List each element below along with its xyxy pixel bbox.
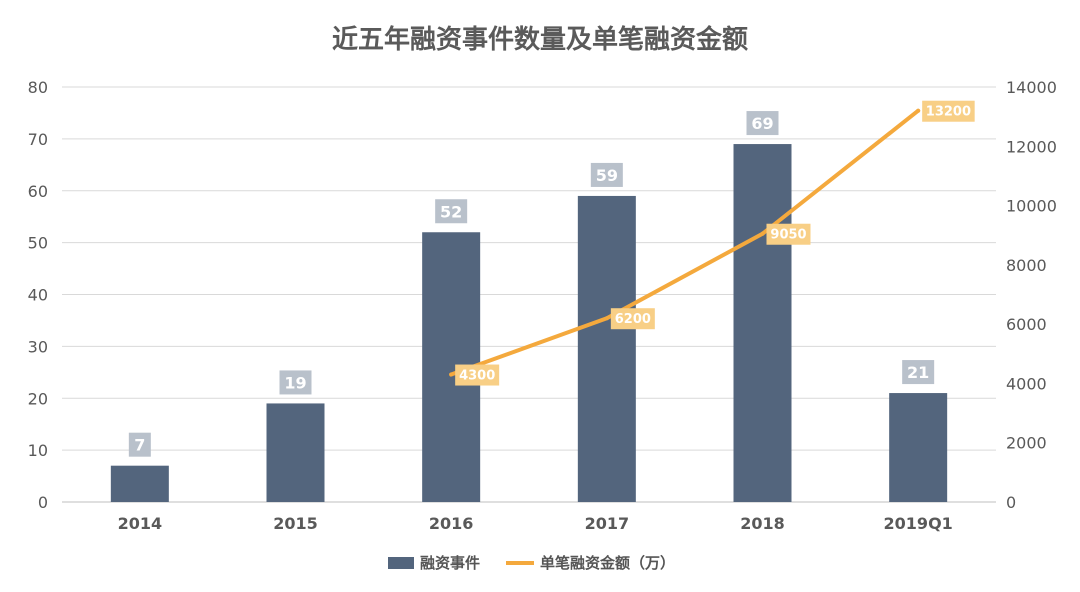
bar-data-label-box [128, 432, 151, 457]
line-data-label-box [610, 308, 655, 330]
legend-label-line: 单笔融资金额（万） [540, 554, 675, 572]
right-y-tick-label: 4000 [1006, 374, 1047, 393]
line-point [760, 231, 765, 236]
gridlines [62, 86, 996, 503]
chart-title: 近五年融资事件数量及单笔融资金额 [332, 24, 748, 55]
left-y-tick-label: 40 [28, 286, 48, 305]
left-y-tick-label: 70 [28, 130, 48, 149]
right-y-axis: 0 2000 4000 6000 8000 10000 12000 14000 [1006, 78, 1057, 512]
right-y-tick-label: 6000 [1006, 315, 1047, 334]
bar-data-label: 21 [907, 363, 929, 382]
line-data-label: 6200 [615, 312, 651, 327]
line-series: 4300 6200 9050 13200 [449, 100, 975, 386]
line-data-label-box [922, 100, 975, 122]
line-point [916, 108, 921, 113]
line-path [449, 108, 921, 377]
x-tick-label: 2014 [118, 514, 163, 533]
right-y-tick-label: 14000 [1006, 78, 1057, 97]
legend-label-bar: 融资事件 [420, 554, 480, 572]
right-y-tick-label: 10000 [1006, 197, 1057, 216]
x-tick-label: 2015 [273, 514, 318, 533]
x-tick-label: 2016 [429, 514, 474, 533]
left-y-tick-label: 20 [28, 389, 48, 408]
bar-data-label-box [590, 162, 623, 187]
bar-data-label-box [435, 199, 468, 224]
left-y-tick-label: 30 [28, 337, 48, 356]
legend-swatch-bar [388, 557, 414, 569]
bar [889, 393, 948, 502]
line-data-label-box [455, 364, 500, 386]
legend: 融资事件 单笔融资金额（万） [388, 554, 675, 572]
bar [733, 144, 792, 502]
line-point [604, 316, 609, 321]
bar-data-label: 7 [134, 436, 145, 455]
x-tick-label: 2017 [585, 514, 630, 533]
x-axis: 2014 2015 2016 2017 2018 2019Q1 [118, 514, 953, 533]
line-data-label-box [766, 223, 811, 245]
bar-data-label-box [746, 111, 779, 136]
bar [110, 465, 169, 502]
bar [577, 195, 636, 502]
right-y-tick-label: 12000 [1006, 137, 1057, 156]
bar-data-label: 19 [284, 373, 306, 392]
left-y-tick-label: 60 [28, 182, 48, 201]
right-y-tick-label: 0 [1006, 493, 1016, 512]
bar-data-label-box [279, 370, 312, 395]
left-y-tick-label: 0 [38, 493, 48, 512]
right-y-tick-label: 2000 [1006, 434, 1047, 453]
line-data-label: 13200 [926, 105, 971, 120]
left-y-tick-label: 10 [28, 441, 48, 460]
left-y-axis: 0 10 20 30 40 50 60 70 80 [28, 78, 48, 512]
bar-series: 7 19 52 59 69 21 [110, 111, 948, 502]
bar [266, 403, 325, 502]
line-point [449, 372, 454, 377]
bar-data-label-box [902, 360, 935, 385]
bar-data-label: 52 [440, 202, 462, 221]
bar-data-label: 59 [596, 166, 618, 185]
x-tick-label: 2018 [740, 514, 785, 533]
x-tick-label: 2019Q1 [884, 514, 953, 533]
left-y-tick-label: 50 [28, 234, 48, 253]
left-y-tick-label: 80 [28, 78, 48, 97]
line-data-label: 9050 [770, 228, 806, 243]
right-y-tick-label: 8000 [1006, 256, 1047, 275]
bar-data-label: 69 [751, 114, 773, 133]
line-data-label: 4300 [459, 369, 495, 384]
